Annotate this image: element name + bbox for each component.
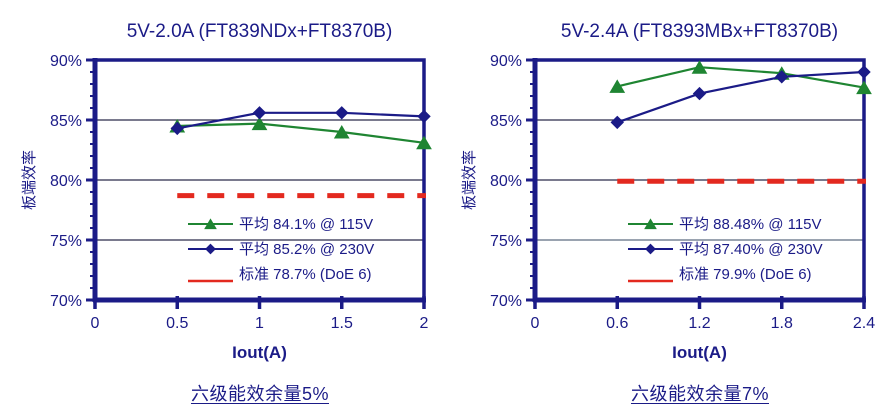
chart-right: 90% 85% 80% 75% 70% 0 0.6 1.2 1.8 2.4 平均 88.48% @ … <box>440 0 881 418</box>
triangle-marker <box>251 116 268 131</box>
triangle-marker <box>204 218 217 230</box>
x-tick-label: 0 <box>91 315 100 332</box>
y-axis-title: 板端效率 <box>460 150 478 210</box>
y-tick-label: 70% <box>50 293 82 310</box>
x-tick-label: 2 <box>420 315 429 332</box>
triangle-marker <box>644 218 657 230</box>
diamond-marker <box>335 106 349 120</box>
triangle-marker <box>416 135 432 150</box>
x-tick-label: 0.5 <box>166 315 188 332</box>
series-line <box>177 111 425 130</box>
diamond-marker <box>170 121 184 136</box>
x-tick-label: 1.2 <box>688 315 710 332</box>
y-tick-label: 80% <box>50 173 82 190</box>
legend-label: 平均 84.1% @ 115V <box>239 216 373 233</box>
x-tick-label: 2.4 <box>853 315 875 332</box>
y-tick-label: 85% <box>50 113 82 130</box>
series-line <box>177 122 425 144</box>
chart-left: 90% 85% 80% 75% 70% 0 0.5 1 1.5 2 平均 84.1% @ 115V 平… <box>0 0 440 418</box>
diamond-marker <box>645 243 656 255</box>
y-tick-label: 75% <box>490 233 522 250</box>
series-line <box>616 70 865 124</box>
diamond-marker <box>775 70 789 84</box>
x-tick-label: 0 <box>531 315 540 332</box>
y-tick-label: 75% <box>50 233 82 250</box>
x-axis-title: Iout(A) <box>232 343 287 362</box>
diamond-marker <box>857 65 871 79</box>
x-tick-label: 0.6 <box>606 315 628 332</box>
x-axis-title: Iout(A) <box>672 343 727 362</box>
diamond-marker <box>252 106 267 120</box>
legend-label: 平均 87.40% @ 230V <box>679 241 823 258</box>
y-tick-label: 90% <box>50 53 82 70</box>
y-axis-title: 板端效率 <box>20 150 38 210</box>
chart-left-caption: 六级能效余量5% <box>190 384 329 404</box>
legend-label: 标准 78.7% (DoE 6) <box>239 266 372 283</box>
triangle-marker <box>333 125 350 139</box>
diamond-marker <box>205 243 216 255</box>
diamond-marker <box>692 86 707 101</box>
chart-title: 5V-2.0A (FT839NDx+FT8370B) <box>127 21 393 42</box>
series-line <box>616 66 865 89</box>
chart-right-caption: 六级能效余量7% <box>630 384 769 404</box>
y-tick-label: 85% <box>490 113 522 130</box>
y-tick-label: 70% <box>490 293 522 310</box>
triangle-marker <box>856 80 872 95</box>
y-tick-label: 90% <box>490 53 522 70</box>
x-tick-label: 1.8 <box>771 315 793 332</box>
chart-right-svg: 90% 85% 80% 75% 70% 0 0.6 1.2 1.8 2.4 平均 88.48% @ … <box>460 21 875 362</box>
legend-label: 标准 79.9% (DoE 6) <box>679 266 812 283</box>
y-tick-label: 80% <box>490 173 522 190</box>
triangle-marker <box>691 60 708 74</box>
legend-label: 平均 88.48% @ 115V <box>679 216 822 233</box>
chart-left-svg: 90% 85% 80% 75% 70% 0 0.5 1 1.5 2 平均 84.1% @ 115V 平… <box>20 21 432 362</box>
legend-label: 平均 85.2% @ 230V <box>239 241 374 258</box>
chart-title: 5V-2.4A (FT8393MBx+FT8370B) <box>561 21 838 42</box>
diamond-marker <box>610 115 624 130</box>
x-tick-label: 1 <box>255 315 264 332</box>
x-tick-label: 1.5 <box>331 315 353 332</box>
diamond-marker <box>417 109 431 124</box>
triangle-marker <box>609 79 626 93</box>
